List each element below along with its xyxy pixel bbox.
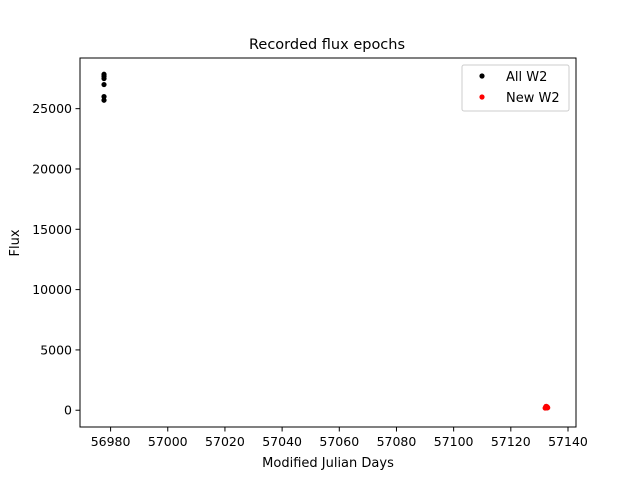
y-tick-label: 10000	[32, 282, 72, 297]
x-tick-label: 56980	[91, 434, 131, 449]
y-tick-label: 15000	[32, 222, 72, 237]
data-point-all-w2-4	[101, 94, 107, 100]
x-tick-label: 57060	[319, 434, 359, 449]
data-point-new-w2-9	[543, 403, 549, 409]
data-point-all-w2-2	[101, 75, 107, 82]
y-axis-ticks: 0 5000 10000 15000 20000 25000	[32, 101, 80, 418]
data-point-all-w2-3	[101, 81, 107, 88]
y-tick-label: 0	[64, 403, 72, 418]
chart-title: Recorded flux epochs	[249, 37, 405, 53]
data-point-all-w2-5	[101, 97, 107, 103]
legend-label-all-w2: All W2	[506, 70, 547, 85]
x-tick-label: 57120	[491, 434, 531, 449]
legend-marker-new-w2	[479, 94, 485, 100]
legend: All W2 New W2	[461, 64, 570, 112]
x-tick-label: 57080	[377, 434, 417, 449]
legend-label-new-w2: New W2	[506, 91, 560, 106]
plot-area-frame	[79, 57, 577, 428]
x-tick-label: 57140	[548, 434, 588, 449]
y-tick-label: 5000	[40, 342, 72, 357]
x-tick-label: 57000	[148, 434, 188, 449]
x-axis-ticks: 56980 57000 57020 57040 57060 57080 57100 57120…	[91, 427, 588, 449]
legend-marker-all-w2	[479, 73, 485, 79]
y-tick-label: 25000	[32, 101, 72, 116]
data-points	[101, 71, 551, 411]
legend-box	[461, 64, 570, 112]
x-tick-label: 57020	[205, 434, 245, 449]
x-axis-label: Modified Julian Days	[262, 456, 394, 471]
y-axis-label: Flux	[8, 229, 23, 256]
x-tick-label: 57040	[262, 434, 302, 449]
x-tick-label: 57100	[434, 434, 474, 449]
y-tick-label: 20000	[32, 161, 72, 176]
